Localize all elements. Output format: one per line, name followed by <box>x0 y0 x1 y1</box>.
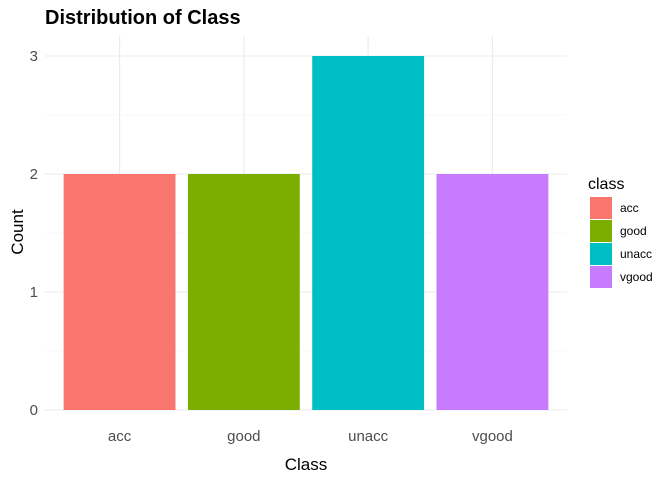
legend-swatch-good <box>590 220 612 242</box>
y-axis-ticks: 0 1 2 3 <box>30 48 38 419</box>
y-axis-title: Count <box>8 209 27 255</box>
x-tick-label: unacc <box>348 428 389 445</box>
legend: class acc good unacc vgood <box>588 176 653 288</box>
x-axis-title: Class <box>285 455 328 474</box>
bar-unacc <box>312 56 425 410</box>
legend-label-good: good <box>620 224 647 238</box>
x-tick-label: vgood <box>472 428 513 445</box>
legend-label-unacc: unacc <box>620 247 652 261</box>
legend-swatch-unacc <box>590 243 612 265</box>
x-tick-label: acc <box>108 428 132 445</box>
y-tick-label: 2 <box>30 166 38 183</box>
y-tick-label: 3 <box>30 48 38 65</box>
bar-acc <box>63 174 176 410</box>
legend-swatch-vgood <box>590 266 612 288</box>
legend-label-acc: acc <box>620 201 639 215</box>
x-axis-ticks: acc good unacc vgood <box>108 428 513 445</box>
bars <box>63 56 549 410</box>
legend-title: class <box>588 176 624 193</box>
bar-good <box>187 174 300 410</box>
chart-title: Distribution of Class <box>45 7 241 29</box>
legend-swatch-acc <box>590 197 612 219</box>
y-tick-label: 0 <box>30 402 38 419</box>
y-tick-label: 1 <box>30 284 38 301</box>
x-tick-label: good <box>227 428 260 445</box>
legend-label-vgood: vgood <box>620 270 653 284</box>
bar-vgood <box>436 174 549 410</box>
